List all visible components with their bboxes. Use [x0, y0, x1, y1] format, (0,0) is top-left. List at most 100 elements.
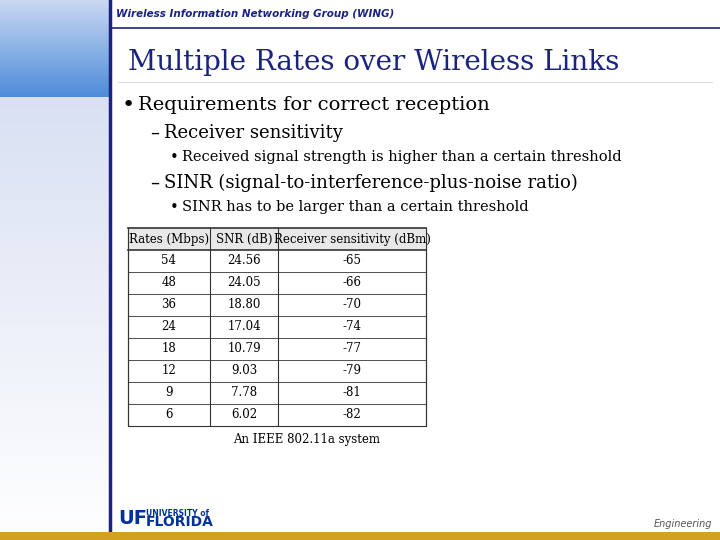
Bar	[0, 0, 110, 1]
Bar	[0, 28, 110, 29]
Bar	[0, 13, 110, 14]
Text: SNR (dB): SNR (dB)	[216, 233, 272, 246]
Bar	[0, 83, 110, 84]
Bar	[0, 51, 110, 52]
Bar	[0, 292, 110, 294]
Bar	[0, 32, 110, 35]
Bar	[0, 502, 110, 505]
Text: -77: -77	[343, 342, 361, 355]
Text: Receiver sensitivity: Receiver sensitivity	[164, 124, 343, 142]
Bar	[0, 84, 110, 86]
Bar	[0, 248, 110, 251]
Bar	[0, 78, 110, 79]
Bar	[0, 178, 110, 181]
Bar	[0, 184, 110, 186]
Bar	[0, 70, 110, 71]
Bar	[0, 79, 110, 80]
Bar	[0, 5, 110, 8]
Bar	[0, 63, 110, 64]
Bar	[0, 88, 110, 89]
Bar	[0, 373, 110, 375]
Text: 18: 18	[161, 342, 176, 355]
Bar	[0, 12, 110, 13]
Bar	[0, 232, 110, 235]
Bar	[0, 27, 110, 30]
Bar	[0, 108, 110, 111]
Bar	[0, 432, 110, 435]
Bar	[0, 8, 110, 11]
Bar	[0, 35, 110, 38]
Text: Wireless Information Networking Group (WING): Wireless Information Networking Group (W…	[116, 9, 395, 19]
Text: 9: 9	[166, 387, 173, 400]
Bar	[0, 475, 110, 478]
Bar	[0, 34, 110, 35]
Bar	[0, 165, 110, 167]
Bar	[0, 69, 110, 70]
Text: –: –	[150, 174, 159, 192]
Bar	[0, 332, 110, 335]
Bar	[0, 143, 110, 146]
Bar	[0, 267, 110, 270]
Bar	[0, 316, 110, 319]
Bar	[0, 224, 110, 227]
Bar	[0, 526, 110, 529]
Bar	[0, 124, 110, 127]
Bar	[0, 18, 110, 19]
Bar	[0, 227, 110, 229]
Text: 48: 48	[161, 276, 176, 289]
Bar	[0, 52, 110, 53]
Bar	[0, 0, 110, 3]
Text: SINR (signal-to-interference-plus-noise ratio): SINR (signal-to-interference-plus-noise …	[164, 174, 577, 192]
Bar	[0, 65, 110, 66]
Text: 9.03: 9.03	[231, 364, 257, 377]
Bar	[0, 33, 110, 34]
Bar	[0, 30, 110, 32]
Bar	[0, 294, 110, 297]
Text: FLORIDA: FLORIDA	[146, 515, 214, 529]
Bar	[0, 48, 110, 49]
Bar	[0, 524, 110, 526]
Bar	[0, 464, 110, 467]
Bar	[0, 408, 110, 410]
Bar	[0, 467, 110, 470]
Bar	[0, 46, 110, 49]
Bar	[0, 35, 110, 36]
Bar	[0, 383, 110, 386]
Bar	[0, 24, 110, 27]
Bar	[0, 454, 110, 456]
Bar	[0, 116, 110, 119]
Bar	[0, 319, 110, 321]
Bar	[0, 132, 110, 135]
Bar	[0, 386, 110, 389]
Bar	[0, 456, 110, 459]
Bar	[0, 356, 110, 359]
Bar	[0, 67, 110, 68]
Bar	[0, 81, 110, 82]
Bar	[0, 194, 110, 197]
Bar	[0, 151, 110, 154]
Bar	[0, 73, 110, 76]
Bar	[0, 192, 110, 194]
Bar	[0, 17, 110, 18]
Text: 24.05: 24.05	[228, 276, 261, 289]
Bar	[0, 216, 110, 219]
Bar	[0, 130, 110, 132]
Text: 6.02: 6.02	[231, 408, 257, 422]
Text: 17.04: 17.04	[228, 321, 261, 334]
Bar	[0, 400, 110, 402]
Bar	[0, 16, 110, 19]
Bar	[0, 20, 110, 21]
Bar	[0, 127, 110, 130]
Bar	[0, 4, 110, 5]
Bar	[0, 167, 110, 170]
Bar	[0, 62, 110, 65]
Bar	[0, 532, 720, 540]
Bar	[0, 29, 110, 30]
Bar	[0, 43, 110, 46]
Bar	[0, 324, 110, 327]
Text: •: •	[122, 95, 135, 115]
Bar	[0, 459, 110, 462]
Bar	[0, 221, 110, 224]
Bar	[0, 262, 110, 265]
Bar	[0, 54, 110, 57]
